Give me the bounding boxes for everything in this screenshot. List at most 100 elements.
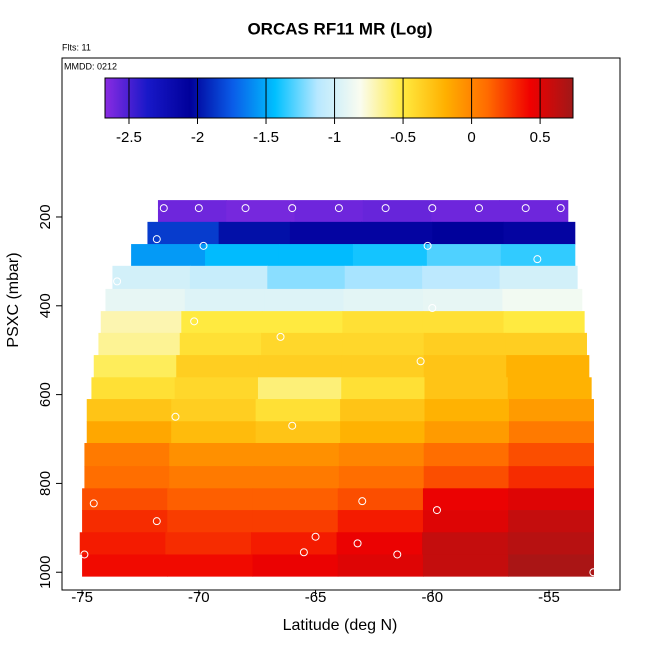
heatmap-cell [171, 421, 257, 444]
colorbar-tick-label: -1 [328, 129, 341, 146]
heatmap-cell [261, 311, 344, 334]
annotation: Flts: 11 [62, 42, 91, 52]
flight-point [521, 204, 530, 213]
heatmap-cell [431, 200, 501, 223]
heatmap-cell [169, 443, 255, 467]
heatmap-cell [422, 288, 503, 312]
heatmap-cell [424, 399, 510, 422]
flight-point [194, 204, 203, 213]
flight-point [358, 497, 367, 506]
heatmap-cell [112, 265, 191, 290]
heatmap-cell [84, 443, 170, 467]
flight-point [589, 568, 598, 577]
heatmap-cell [342, 332, 425, 356]
x-tick-label: -55 [538, 589, 560, 606]
y-tick-label: 1000 [37, 556, 54, 589]
flight-point [288, 421, 297, 430]
heatmap-cell [176, 355, 260, 378]
heatmap-cell [261, 332, 344, 356]
flight-point [152, 235, 161, 244]
flight-point [199, 241, 208, 250]
colorbar-tick-label: 0.5 [530, 129, 551, 146]
y-tick-label: 800 [37, 471, 54, 496]
x-tick-label: -60 [421, 589, 443, 606]
heatmap-cell [289, 221, 362, 245]
heatmap-cell [508, 554, 594, 577]
chart-title: ORCAS RF11 MR (Log) [247, 19, 432, 38]
heatmap-cell [82, 554, 168, 577]
heatmap-cell [423, 443, 510, 467]
flight-point [353, 539, 362, 548]
heatmap-cell [165, 532, 252, 555]
heatmap-cell [258, 355, 342, 378]
heatmap-cell [218, 221, 291, 245]
flight-point [393, 550, 402, 559]
flight-point [311, 532, 320, 541]
heatmap-cell [342, 311, 424, 334]
heatmap-cell [264, 288, 345, 312]
x-tick-label: -70 [188, 589, 210, 606]
colorbar-tick-label: -2.5 [116, 129, 142, 146]
flight-point [80, 550, 89, 559]
flight-point [190, 317, 199, 326]
flight-point [416, 357, 425, 366]
heatmap-cell [500, 244, 576, 267]
heatmap-cell [424, 421, 510, 444]
heatmap-cell [499, 200, 569, 223]
heatmap-cell [179, 332, 262, 356]
heatmap-cell [278, 244, 354, 267]
heatmap-cell [91, 377, 176, 400]
heatmap-cell [423, 355, 507, 378]
heatmap-cell [93, 355, 177, 378]
x-axis-label: Latitude (deg N) [283, 617, 398, 634]
heatmap-cell [508, 421, 594, 444]
heatmap-cell [254, 443, 340, 467]
heatmap-cell [422, 510, 509, 533]
heatmap-cell [424, 377, 509, 400]
heatmap-cell [508, 443, 594, 467]
heatmap-cell [84, 466, 170, 489]
heatmap-cell [508, 466, 594, 489]
heatmap-cell [267, 265, 346, 290]
flight-point [152, 517, 161, 526]
heatmap-cell [86, 399, 172, 422]
flight-point [288, 204, 297, 213]
heatmap-cell [255, 399, 341, 422]
heatmap-cell [432, 221, 505, 245]
y-axis-label: PSXC (mbar) [5, 252, 22, 347]
colorbar [104, 77, 574, 119]
flight-point [428, 304, 437, 313]
y-tick-label: 600 [37, 382, 54, 407]
heatmap-cell [422, 532, 509, 555]
heatmap-cell [169, 466, 255, 489]
heatmap-cell [79, 532, 166, 555]
flight-point [299, 548, 308, 557]
heatmap-cell [507, 532, 594, 555]
heatmap-cell [250, 532, 338, 555]
heatmap-cell [337, 488, 424, 511]
heatmap-cell [98, 332, 181, 356]
heatmap-cell [255, 421, 341, 444]
heatmap-cell [344, 265, 423, 290]
heatmap-cell [174, 377, 259, 400]
flight-point [432, 506, 441, 515]
heatmap-cell [181, 311, 263, 334]
colorbar-tick-label: -2 [191, 129, 204, 146]
heatmap-cell [294, 200, 364, 223]
heatmap-cell [343, 288, 424, 312]
flight-point [423, 241, 432, 250]
flight-point [241, 204, 250, 213]
heatmap-cell [184, 288, 265, 312]
heatmap-cell [337, 510, 424, 533]
heatmap-cell [506, 355, 590, 378]
heatmap-cell [338, 443, 425, 467]
heatmap-cell [508, 510, 594, 533]
heatmap-cell [341, 377, 426, 400]
y-tick-label: 200 [37, 204, 54, 229]
x-tick-label: -75 [71, 589, 93, 606]
colorbar-tick-label: 0 [467, 129, 475, 146]
heatmap-cell [422, 488, 509, 511]
heatmap-cell [226, 200, 296, 223]
heatmap-cell [167, 510, 254, 533]
heatmap-cell [257, 377, 342, 400]
